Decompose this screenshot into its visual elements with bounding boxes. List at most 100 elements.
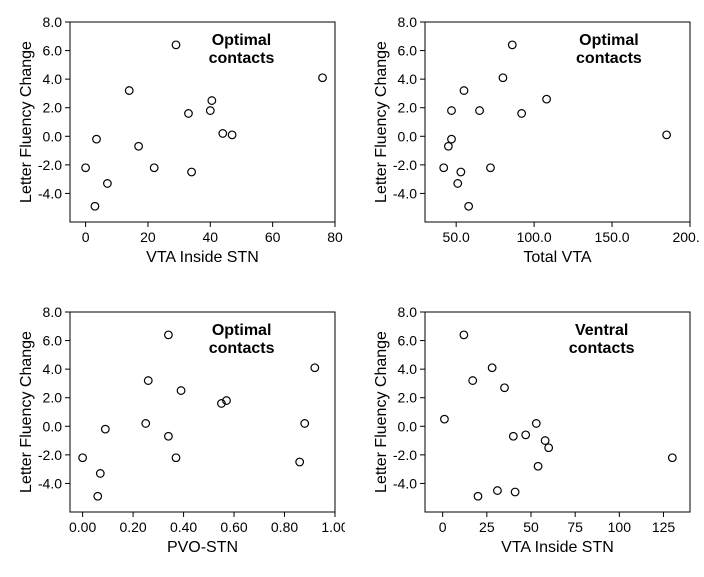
data-point (543, 95, 551, 103)
y-tick-label: 2.0 (398, 100, 418, 116)
y-axis-label: Letter Fluency Change (373, 41, 390, 203)
plot-frame (70, 312, 335, 512)
y-tick-label: 0.0 (398, 418, 418, 434)
data-point (165, 331, 173, 339)
x-tick-label: 125 (652, 519, 676, 535)
data-point (448, 107, 456, 115)
data-point (165, 432, 173, 440)
panel-annotation: contacts (209, 50, 275, 67)
data-point (494, 487, 502, 495)
data-point (82, 164, 90, 172)
data-point (135, 142, 143, 150)
data-point (311, 364, 319, 372)
scatter-svg: 50.0100.0150.0200.0-4.0-2.00.02.04.06.08… (370, 10, 700, 270)
x-axis-label: VTA Inside STN (146, 249, 259, 266)
data-point (296, 458, 304, 466)
x-tick-label: 0 (82, 229, 90, 245)
data-point (102, 425, 110, 433)
x-axis-label: PVO-STN (167, 539, 238, 556)
x-tick-label: 50 (523, 519, 539, 535)
x-tick-label: 1.00 (321, 519, 345, 535)
y-tick-label: 8.0 (43, 304, 63, 320)
plot-frame (425, 312, 690, 512)
data-point (93, 135, 101, 143)
y-tick-label: -2.0 (393, 157, 417, 173)
data-point (440, 164, 448, 172)
y-tick-label: -4.0 (393, 185, 417, 201)
x-tick-label: 0.40 (170, 519, 197, 535)
data-point (469, 377, 477, 385)
data-point (94, 492, 102, 500)
figure-grid: 0 20 40 60 80 -4.0 -2.0 0.0 2.0 4.0 6.0 8.0 VTA Insi… (0, 0, 704, 577)
x-tick-label: 75 (567, 519, 583, 535)
y-tick-label: 6.0 (43, 333, 63, 349)
data-point (208, 97, 216, 105)
x-axis-label: Total VTA (523, 249, 592, 266)
y-tick-label: -2.0 (38, 447, 62, 463)
data-point (510, 432, 518, 440)
data-point (125, 87, 133, 95)
y-tick-label: -4.0 (38, 475, 62, 491)
x-tick-label: 40 (203, 229, 219, 245)
data-point (104, 180, 112, 188)
x-tick-label: 0.60 (220, 519, 247, 535)
y-tick-label: 4.0 (398, 71, 418, 87)
y-axis-label: Letter Fluency Change (18, 331, 35, 493)
x-tick-label: 20 (140, 229, 156, 245)
data-point (457, 168, 465, 176)
data-point (188, 168, 196, 176)
data-point (150, 164, 158, 172)
data-point (142, 420, 150, 428)
data-point (219, 130, 227, 138)
y-tick-label: 4.0 (43, 71, 63, 87)
x-tick-label: 80 (327, 229, 343, 245)
data-point (206, 107, 214, 115)
y-tick-label: 6.0 (398, 43, 418, 59)
data-point (79, 454, 87, 462)
data-point (533, 420, 541, 428)
y-tick-label: 2.0 (43, 390, 63, 406)
y-tick-label: 6.0 (398, 333, 418, 349)
data-point (144, 377, 152, 385)
data-point (487, 164, 495, 172)
data-point (501, 384, 509, 392)
data-point (663, 131, 671, 139)
y-tick-label: 8.0 (398, 14, 418, 30)
data-point (474, 492, 482, 500)
x-axis-label: VTA Inside STN (501, 539, 614, 556)
data-point (454, 180, 462, 188)
x-tick-label: 100.0 (517, 229, 552, 245)
data-point (541, 437, 549, 445)
y-tick-label: 0.0 (398, 128, 418, 144)
scatter-panel-bottom-left: 0.000.200.400.600.801.00-4.0-2.00.02.04.… (15, 300, 345, 560)
data-point (460, 331, 468, 339)
data-point (488, 364, 496, 372)
panel-annotation: contacts (576, 50, 642, 67)
x-tick-label: 25 (479, 519, 495, 535)
data-point (508, 41, 516, 49)
y-axis-label: Letter Fluency Change (18, 41, 35, 203)
scatter-svg: 020406080-4.0-2.00.02.04.06.08.0VTA Insi… (15, 10, 345, 270)
y-tick-label: 8.0 (398, 304, 418, 320)
y-tick-label: 4.0 (43, 361, 63, 377)
x-tick-label: 60 (265, 229, 281, 245)
y-tick-label: -2.0 (393, 447, 417, 463)
y-tick-label: -4.0 (393, 475, 417, 491)
data-point (465, 202, 473, 210)
x-tick-label: 150.0 (595, 229, 630, 245)
y-axis-label: Letter Fluency Change (373, 331, 390, 493)
scatter-panel-top-left: 020406080-4.0-2.00.02.04.06.08.0VTA Insi… (15, 10, 345, 270)
data-point (522, 431, 530, 439)
scatter-svg: 0255075100125-4.0-2.00.02.04.06.08.0VTA … (370, 300, 700, 560)
panel-annotation: Optimal (212, 32, 272, 49)
data-point (669, 454, 677, 462)
data-point (511, 488, 519, 496)
x-tick-label: 0 (439, 519, 447, 535)
data-point (518, 110, 526, 118)
data-point (228, 131, 236, 139)
data-point (172, 454, 180, 462)
data-point (460, 87, 468, 95)
x-tick-label: 100 (608, 519, 632, 535)
x-tick-label: 50.0 (443, 229, 470, 245)
data-point (445, 142, 453, 150)
